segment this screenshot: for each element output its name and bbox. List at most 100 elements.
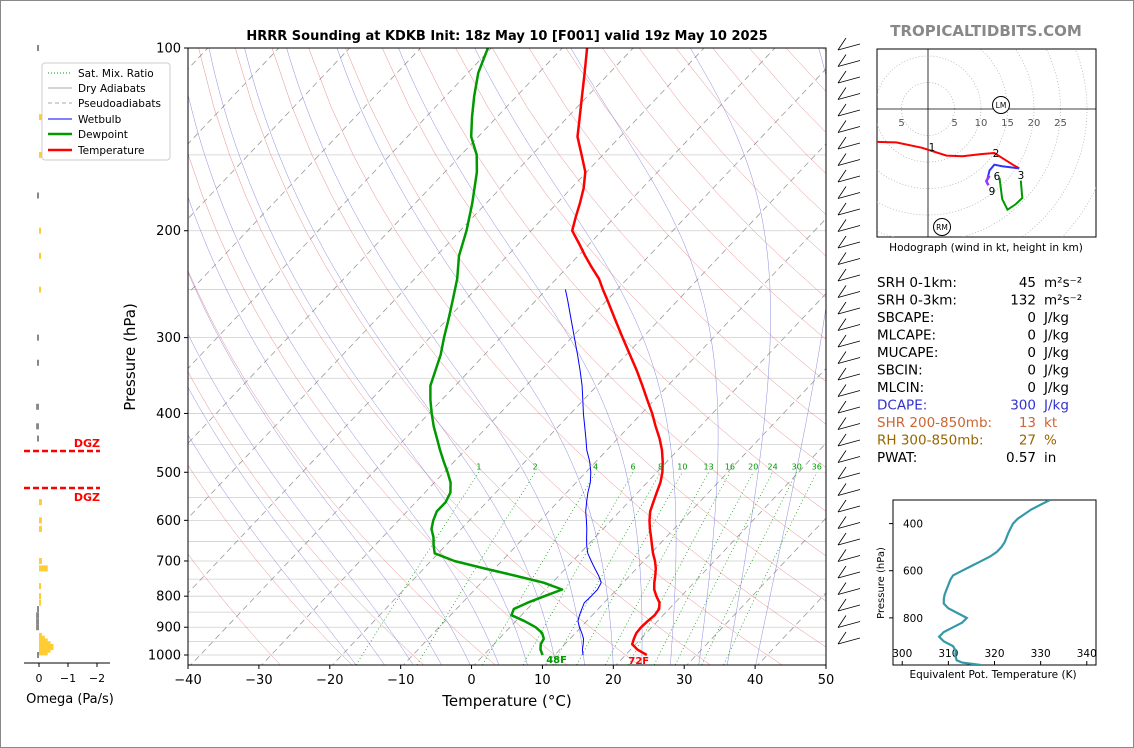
dry-adiabat — [188, 371, 425, 665]
dry-adiabat — [271, 48, 783, 665]
series-temperature — [570, 48, 664, 657]
stat-value: 45 — [1019, 275, 1036, 291]
wind-barb-flag — [837, 120, 847, 133]
mixing-ratio-line — [653, 472, 754, 665]
theta-e-frame — [892, 499, 1097, 666]
wind-barb-flag — [837, 219, 847, 232]
wind-barb — [837, 225, 861, 232]
mixing-ratio-line — [628, 472, 731, 665]
dry-adiabat — [308, 48, 826, 648]
y-tick-label: 900 — [156, 621, 181, 636]
omega-bar — [36, 423, 39, 430]
omega-tick-label: −1 — [60, 672, 76, 685]
hodograph-height-label: 6 — [994, 171, 1001, 183]
theta-e-line — [937, 500, 1051, 665]
hodograph-3-6km — [986, 163, 1020, 180]
stat-unit: J/kg — [1043, 380, 1069, 396]
wind-barb-flag — [837, 384, 847, 397]
omega-bar — [37, 359, 39, 366]
wind-barb-flag — [837, 202, 847, 216]
y-tick-label: 400 — [156, 407, 181, 422]
omega-bar — [39, 114, 42, 121]
hodograph-ring-label: 25 — [1054, 118, 1067, 129]
isotherm — [190, 48, 776, 665]
y-tick-label: 300 — [156, 331, 181, 346]
mixing-ratio-label: 2 — [533, 462, 538, 471]
y-tick-label: 1000 — [148, 649, 181, 664]
stat-label: DCAPE: — [877, 398, 927, 414]
omega-bar — [36, 403, 39, 410]
theta-y-tick-label: 800 — [903, 613, 923, 625]
stat-label: MLCIN: — [877, 380, 924, 396]
wind-barb — [837, 588, 861, 595]
wind-barb-flag — [837, 37, 847, 51]
omega-bar — [39, 252, 41, 259]
omega-bar — [37, 334, 39, 341]
mixing-ratio-label: 6 — [630, 462, 635, 471]
hodograph-marker-ring — [933, 218, 951, 236]
wind-barb — [837, 142, 861, 150]
mixing-ratio-line — [355, 472, 480, 665]
omega-bar — [37, 606, 39, 613]
omega-bar — [39, 286, 41, 293]
dry-adiabat — [188, 464, 353, 665]
omega-bar — [37, 435, 39, 442]
y-tick-label: 500 — [156, 466, 181, 481]
omega-bar — [39, 499, 42, 506]
theta-x-tick-label: 340 — [1077, 648, 1097, 660]
omega-bar — [36, 624, 39, 631]
hodograph: 5 5 10 15 20 25 1 2 3 6 9 LM RM — [877, 49, 1096, 237]
stat-unit: m²s⁻² — [1044, 293, 1082, 309]
x-tick-label: 30 — [676, 673, 693, 688]
stat-label: RH 300-850mb: — [877, 433, 984, 449]
mixing-ratio-label: 1 — [476, 462, 481, 471]
wind-barb-flag — [837, 103, 847, 117]
wind-barb — [837, 637, 861, 645]
mixing-ratio-line — [522, 472, 634, 665]
wind-barb — [837, 621, 861, 628]
wind-barb — [837, 423, 861, 430]
wind-barb — [837, 175, 861, 183]
moist-adiabat — [208, 48, 528, 665]
stats-table: SRH 0-1km: 45 m²s⁻² SRH 0-3km: 132 m²s⁻² SBCAP… — [877, 275, 1082, 466]
hodograph-0-3km — [877, 140, 1020, 170]
stat-value: 132 — [1010, 293, 1036, 309]
hodograph-purple-segment — [984, 175, 991, 186]
omega-bar — [39, 583, 41, 590]
omega-bar — [39, 632, 42, 639]
wind-barb — [837, 373, 861, 381]
surface-temperature-label: 72F — [628, 656, 649, 667]
hodograph-frame — [876, 48, 1097, 238]
wind-barb — [837, 505, 861, 513]
surface-dewpoint-label: 48F — [546, 655, 567, 666]
mixing-ratio-label: 16 — [725, 462, 735, 471]
moist-adiabat — [188, 271, 442, 665]
dry-adiabat — [198, 48, 640, 665]
wind-barb-flag — [837, 186, 847, 199]
wind-barb-flag — [837, 153, 847, 166]
hodograph-marker-ring — [992, 96, 1010, 114]
hodograph-ring-label: 5 — [951, 118, 957, 129]
stat-unit: J/kg — [1043, 398, 1069, 414]
isotherm — [188, 48, 705, 594]
moist-adiabat — [398, 48, 643, 665]
wind-barb — [837, 390, 861, 397]
dgz-label-bottom: DGZ — [74, 491, 100, 504]
wind-barb-flag — [837, 582, 847, 595]
hodograph-ring-label: 5 — [898, 118, 904, 129]
wind-barbs — [837, 37, 861, 645]
stat-value: 300 — [1010, 398, 1036, 414]
isotherm — [402, 218, 826, 665]
omega-bar — [39, 227, 41, 234]
hodograph-ring-label: 10 — [975, 118, 988, 129]
isotherm — [686, 517, 826, 665]
legend-label-temperature: Temperature — [77, 145, 145, 157]
wind-barb — [837, 258, 861, 265]
omega-bar — [37, 45, 39, 51]
wind-barb — [837, 538, 861, 546]
legend-label-dry-adiabat: Dry Adiabats — [78, 83, 146, 95]
hodograph-height-label: 1 — [929, 142, 936, 154]
y-tick-label: 800 — [156, 590, 181, 605]
skewt-ylabel: Pressure (hPa) — [121, 303, 139, 411]
